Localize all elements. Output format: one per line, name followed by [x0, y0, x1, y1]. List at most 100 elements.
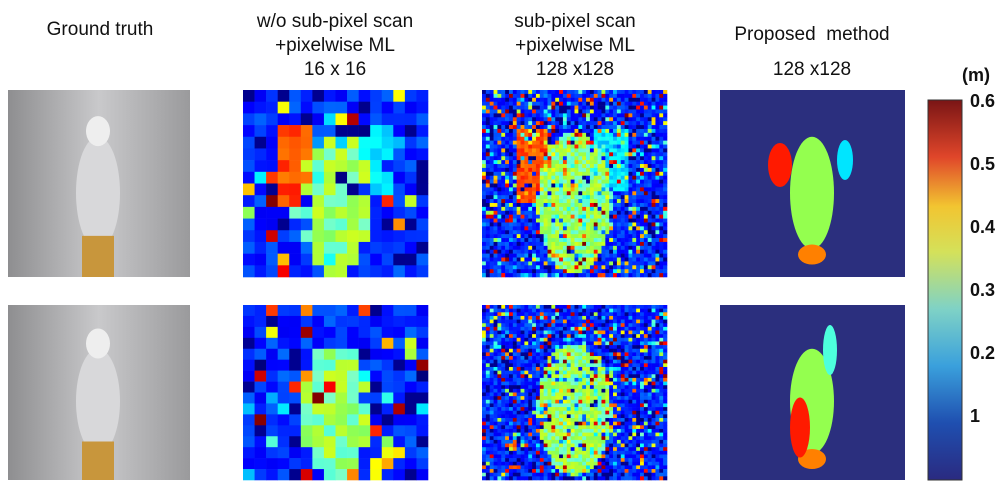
- pixel: [582, 261, 586, 265]
- pixel: [416, 207, 428, 219]
- pixel: [243, 230, 255, 242]
- pixel: [555, 469, 559, 473]
- pixel: [393, 371, 405, 382]
- pixel: [648, 396, 652, 400]
- pixel: [544, 411, 548, 415]
- pixel: [494, 462, 498, 466]
- pixel: [563, 396, 567, 400]
- pixel: [517, 349, 521, 353]
- pixel: [563, 309, 567, 313]
- pixel: [575, 320, 579, 324]
- pixel: [582, 141, 586, 145]
- pixel: [505, 440, 509, 444]
- pixel: [636, 436, 640, 440]
- pixel: [494, 385, 498, 389]
- pixel: [617, 436, 621, 440]
- pixel: [490, 195, 494, 199]
- pixel: [625, 403, 629, 407]
- pixel: [490, 356, 494, 360]
- pixel: [509, 382, 513, 386]
- pixel: [528, 473, 532, 477]
- pixel: [548, 341, 552, 345]
- pixel: [509, 422, 513, 426]
- pixel: [524, 334, 528, 338]
- pixel: [621, 331, 625, 335]
- pixel: [528, 352, 532, 356]
- pixel: [548, 211, 552, 215]
- pixel: [655, 199, 659, 203]
- pixel: [594, 400, 598, 404]
- pixel: [521, 473, 525, 477]
- pixel: [513, 234, 517, 238]
- pixel: [613, 265, 617, 269]
- pixel: [601, 141, 605, 145]
- pixel: [559, 168, 563, 172]
- pixel: [544, 393, 548, 397]
- pixel: [370, 113, 382, 125]
- pixel: [528, 454, 532, 458]
- pixel: [590, 90, 594, 94]
- pixel: [621, 422, 625, 426]
- pixel: [632, 447, 636, 451]
- pixel: [497, 199, 501, 203]
- pixel: [501, 117, 505, 121]
- pixel: [644, 98, 648, 102]
- figure-legs: [82, 236, 114, 277]
- pixel: [528, 323, 532, 327]
- pixel: [486, 109, 490, 113]
- pixel: [559, 433, 563, 437]
- pixel: [567, 363, 571, 367]
- pixel: [509, 393, 513, 397]
- pixel: [532, 137, 536, 141]
- pixel: [609, 148, 613, 152]
- pixel: [393, 338, 405, 349]
- pixel: [609, 433, 613, 437]
- pixel: [524, 396, 528, 400]
- pixel: [540, 195, 544, 199]
- pixel: [509, 109, 513, 113]
- pixel: [524, 246, 528, 250]
- pixel: [555, 465, 559, 469]
- pixel: [266, 436, 278, 447]
- pixel: [551, 133, 555, 137]
- pixel: [601, 98, 605, 102]
- pixel: [652, 320, 656, 324]
- pixel: [505, 180, 509, 184]
- pixel: [382, 469, 394, 480]
- pixel: [648, 207, 652, 211]
- pixel: [513, 187, 517, 191]
- pixel: [416, 254, 428, 266]
- pixel: [509, 94, 513, 98]
- pixel: [613, 195, 617, 199]
- pixel: [575, 265, 579, 269]
- pixel: [578, 109, 582, 113]
- pixel: [640, 454, 644, 458]
- pixel: [509, 203, 513, 207]
- pixel: [486, 476, 490, 480]
- pixel: [648, 389, 652, 393]
- pixel: [513, 261, 517, 265]
- pixel: [486, 334, 490, 338]
- pixel: [613, 331, 617, 335]
- pixel: [582, 258, 586, 262]
- pixel: [598, 98, 602, 102]
- pixel: [636, 341, 640, 345]
- pixel: [521, 400, 525, 404]
- pixel: [551, 320, 555, 324]
- pixel: [544, 436, 548, 440]
- pixel: [548, 90, 552, 94]
- pixel: [601, 389, 605, 393]
- pixel: [601, 117, 605, 121]
- pixel: [370, 393, 382, 404]
- pixel: [571, 309, 575, 313]
- pixel: [613, 451, 617, 455]
- pixel: [359, 137, 371, 149]
- pixel: [605, 403, 609, 407]
- pixel: [509, 129, 513, 133]
- pixel: [405, 90, 417, 102]
- pixel: [532, 152, 536, 156]
- pixel: [494, 418, 498, 422]
- pixel: [640, 327, 644, 331]
- pixel: [536, 465, 540, 469]
- pixel: [652, 137, 656, 141]
